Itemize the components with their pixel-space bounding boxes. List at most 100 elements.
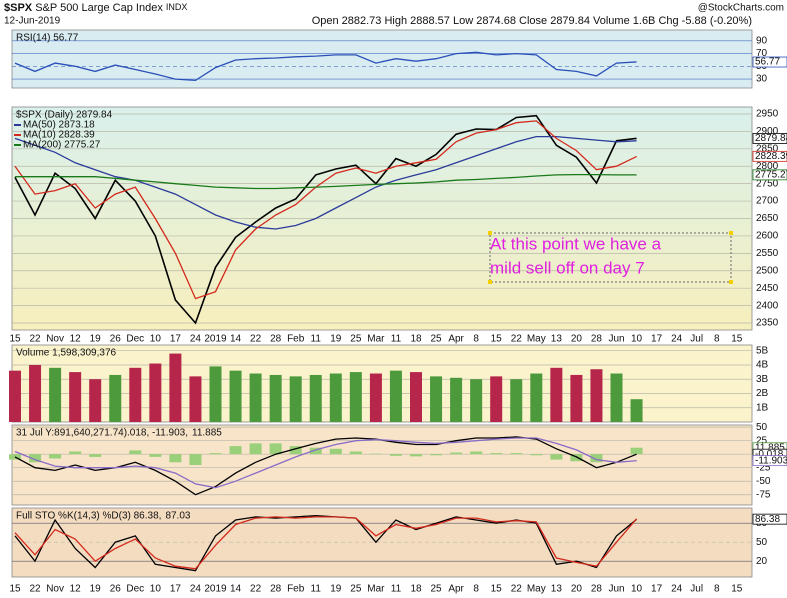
last-value-label: 2879.84 [755,133,787,144]
series-line [15,173,637,190]
x-tick-label: 26 [110,584,122,595]
last-value-label: 2775.27 [755,169,787,180]
bar [470,451,483,455]
last-value-box [752,455,787,467]
bar [249,373,262,422]
y-tick-label: 50 [756,422,768,433]
x-tick-label: 26 [110,334,122,345]
x-tick-label: 8 [473,584,479,595]
last-value-label: 86.38 [755,514,780,525]
x-tick-label: Jul [690,584,703,595]
x-tick-label: 28 [270,334,282,345]
x-tick-label: 24 [190,584,202,595]
annotation-handle [488,280,492,284]
legend-label: MA(200) 2775.27 [23,140,101,151]
y-tick-label: 5B [756,345,769,356]
x-tick-label: 19 [90,584,102,595]
bar [29,364,42,422]
quote: Open 2882.73 High 2888.57 Low 2874.68 Cl… [312,15,752,27]
annotation-text: At this point we have a [490,234,662,253]
symbol: $SPX [4,2,33,14]
x-tick-label: 19 [90,334,102,345]
bar [149,363,162,422]
bar [450,377,463,422]
last-value-label: -0.018 [755,449,784,460]
x-tick-label: 17 [170,334,182,345]
x-tick-label: 22 [250,584,262,595]
x-tick-label: 14 [230,334,242,345]
bar [169,454,182,463]
y-tick-label: 2950 [756,109,779,120]
y-tick-label: 70 [756,48,768,59]
x-tick-label: 2019 [204,334,227,345]
x-tick-label: May [527,334,546,345]
panel-background [11,29,753,89]
x-tick-label: 15 [491,334,503,345]
x-tick-label: 15 [731,334,743,345]
bar [570,374,583,422]
bar [189,376,202,422]
last-value-box [752,169,787,181]
last-value-box [752,133,787,144]
bar [550,454,563,460]
y-tick-label: 1B [756,402,769,413]
x-tick-label: 25 [350,584,362,595]
x-tick-label: 20 [571,584,583,595]
bar [450,452,463,455]
x-tick-label: 22 [29,334,41,345]
x-tick-label: 25 [430,334,442,345]
bar [550,367,563,422]
exchange: INDX [166,2,188,12]
date: 12-Jun-2019 [4,16,61,27]
panel-title: RSI(14) 56.77 [16,33,79,44]
x-tick-label: 11 [391,334,402,345]
bar [389,370,402,422]
y-tick-label: 2550 [756,248,779,259]
y-tick-label: 2450 [756,283,779,294]
bar [630,447,643,455]
bar [590,454,603,463]
series-line [14,135,637,230]
y-tick-label: 50 [756,537,768,548]
bar [269,374,282,422]
x-tick-label: Nov [46,584,64,595]
y-tick-label: 4B [756,360,769,371]
legend-label: $SPX (Daily) 2879.84 [16,110,113,121]
x-tick-label: Mar [367,584,385,595]
bar [249,443,262,455]
bar [570,454,583,462]
bar [169,353,182,422]
last-value-label: 11.885 [755,442,785,453]
x-tick-label: 8 [714,334,720,345]
index-name: S&P 500 Large Cap Index [35,2,163,14]
bar [89,379,102,422]
x-tick-label: 12 [70,334,82,345]
y-tick-label: -50 [756,476,771,487]
x-tick-label: 28 [591,334,603,345]
source: @StockCharts.com [698,3,784,14]
last-value-label: 56.77 [755,57,780,68]
y-tick-label: 30 [756,74,768,85]
panel-title: Full STO %K(14,3) %D(3) 86.38, [16,511,161,522]
x-tick-label: 14 [230,584,242,595]
series-line [14,516,638,570]
y-tick-label: 20 [756,556,768,567]
x-tick-label: Jun [608,584,624,595]
bar [430,376,443,422]
bar [510,379,523,422]
bar [9,370,21,422]
x-tick-label: 11 [311,584,322,595]
x-tick-label: 15 [731,584,743,595]
panel-title: Volume 1,598,309,376 [16,348,117,359]
last-value-label: -11.903 [755,455,787,466]
y-tick-label: 2800 [756,161,779,172]
x-tick-label: 22 [511,334,523,345]
x-tick-label: 22 [511,584,523,595]
annotation-handle [729,280,733,284]
bar [410,372,422,422]
bar [349,372,362,422]
bar [309,447,322,455]
bar [490,453,503,455]
x-tick-label: Mar [367,334,385,345]
x-tick-label: 24 [671,584,683,595]
